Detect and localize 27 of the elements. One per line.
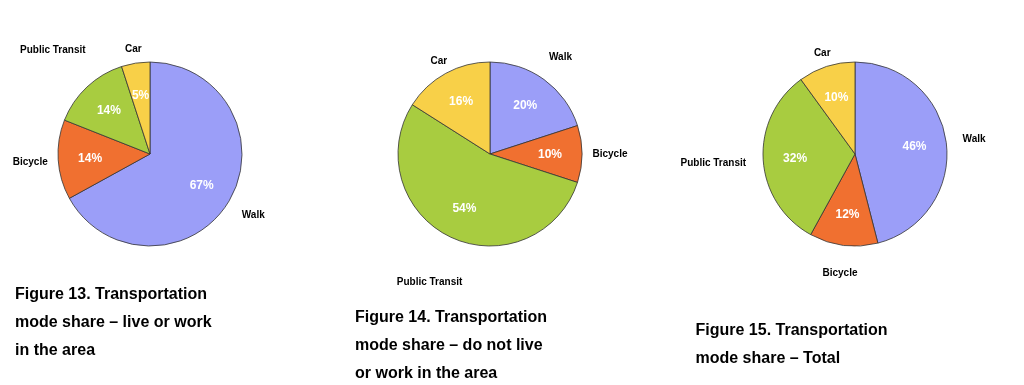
data-label: 14% xyxy=(96,103,122,118)
slice-label: Bicycle xyxy=(12,155,49,167)
data-label: 32% xyxy=(783,150,808,165)
text: Figure 14. Transportation mode share – do not live or work in the area xyxy=(355,308,548,382)
slice-label: Car xyxy=(430,55,448,67)
slice-label: Bicycle xyxy=(822,267,858,279)
slice-label: Public Transit xyxy=(680,156,747,168)
slice-label: Walk xyxy=(549,50,573,62)
data-label: 67% xyxy=(189,177,214,192)
text: Figure 15. Transportation mode share – Total xyxy=(695,320,888,366)
data-label: 5% xyxy=(131,87,150,102)
data-label: 54% xyxy=(452,201,477,216)
data-label: 10% xyxy=(824,89,849,104)
slice-label: Car xyxy=(125,43,142,55)
slice-label: Public Transit xyxy=(20,44,87,56)
data-label: 12% xyxy=(835,206,860,221)
data-label: 16% xyxy=(449,94,474,109)
text: Figure 13. Transportation mode share – live or work in the area xyxy=(15,285,212,358)
data-label: 46% xyxy=(902,139,927,154)
slice-label: Public Transit xyxy=(396,276,463,288)
slice-label: Bicycle xyxy=(592,148,628,159)
slice-label: Walk xyxy=(241,209,266,221)
data-label: 14% xyxy=(78,150,103,165)
slice-label: Walk xyxy=(962,132,986,144)
data-label: 10% xyxy=(537,147,563,161)
slice-label: Car xyxy=(813,47,831,59)
data-label: 20% xyxy=(513,98,538,113)
